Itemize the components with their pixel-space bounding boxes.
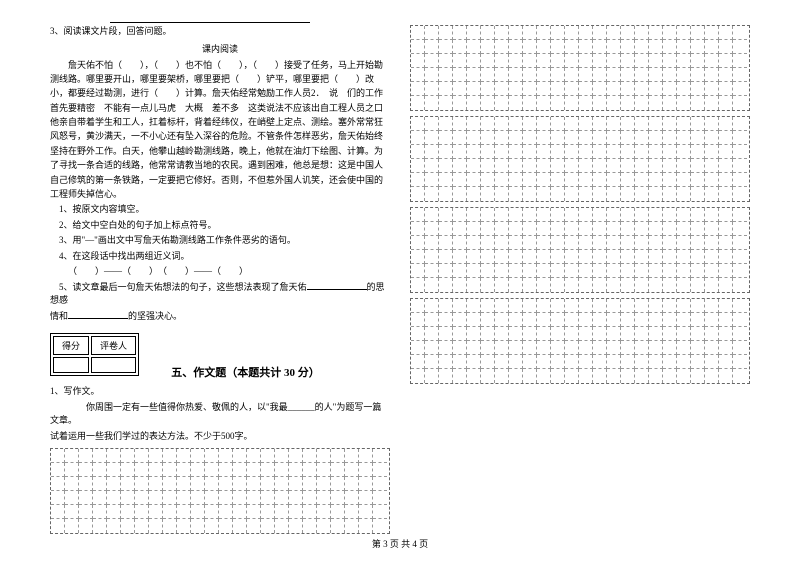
score-col1: 得分 (53, 336, 89, 355)
writing-grid-r1[interactable] (410, 25, 750, 111)
score-table: 得分 评卷人 (50, 333, 139, 376)
writing-grid-r3[interactable] (410, 207, 750, 293)
writing-grid-left[interactable] (50, 448, 390, 534)
q3-sub2: 2、给文中空白处的句子加上标点符号。 (50, 219, 390, 233)
q3-sub5-c: 情和 (50, 311, 68, 321)
divider-line (110, 22, 310, 23)
q3-paragraph: 詹天佑不怕（ ），（ ）也不怕（ ），（ ）接受了任务，马上开始勘测线路。哪里要… (50, 58, 390, 202)
q3-number: 3、阅读课文片段，回答问题。 (50, 25, 390, 39)
blank-1[interactable] (307, 289, 367, 290)
score-cell2[interactable] (91, 357, 136, 373)
q3-title: 课内阅读 (50, 42, 390, 55)
writing-grid-r4[interactable] (410, 298, 750, 384)
right-column (410, 20, 750, 539)
q3-sub4: 4、在这段话中找出两组近义词。 (50, 250, 390, 264)
main-content: 3、阅读课文片段，回答问题。 课内阅读 詹天佑不怕（ ），（ ）也不怕（ ），（… (50, 20, 750, 539)
q3-sub3: 3、用"—"画出文中写詹天佑勘测线路工作条件恶劣的语句。 (50, 234, 390, 248)
q3-sub5-a: 5、读文章最后一句詹天佑想法的句子，这些想法表现了詹天佑 (59, 282, 307, 292)
score-cell1[interactable] (53, 357, 89, 373)
section5-desc2: 试着运用一些我们学过的表达方法。不少于500字。 (50, 430, 390, 444)
section5-q1: 1、写作文。 (50, 385, 390, 399)
q3-sub5: 5、读文章最后一句詹天佑想法的句子，这些想法表现了詹天佑的思想感 (50, 281, 390, 308)
left-column: 3、阅读课文片段，回答问题。 课内阅读 詹天佑不怕（ ），（ ）也不怕（ ），（… (50, 20, 390, 539)
section5-title: 五、作文题（本题共计 30 分） (171, 367, 320, 379)
writing-grid-r2[interactable] (410, 116, 750, 202)
page-footer: 第 3 页 共 4 页 (0, 537, 800, 550)
score-col2: 评卷人 (91, 336, 136, 355)
q3-sub4-blanks: （ ）——（ ） （ ）——（ ） (50, 265, 390, 279)
q3-sub1: 1、按原文内容填空。 (50, 203, 390, 217)
q3-sub5-line2: 情和 的坚强决心。 (50, 310, 390, 324)
q3-sub5-d: 的坚强决心。 (128, 311, 182, 321)
blank-2[interactable] (68, 318, 128, 319)
section5-desc1: 你周围一定有一些值得你热爱、敬佩的人，以"我最______的人"为题写一篇文章。 (50, 401, 390, 428)
